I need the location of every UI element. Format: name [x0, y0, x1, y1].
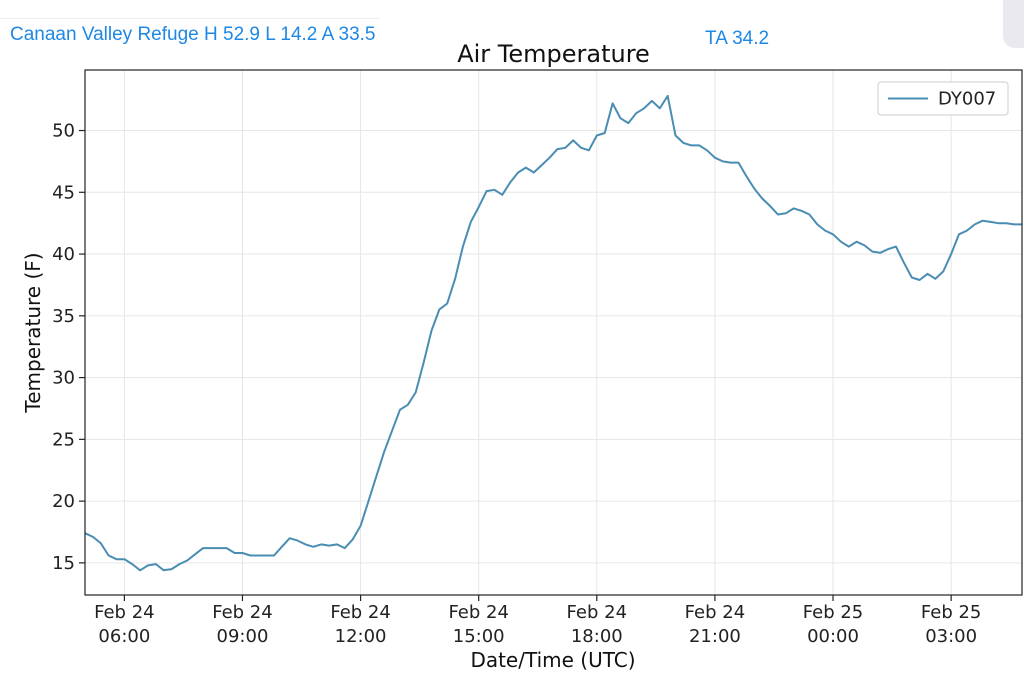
- y-tick-label: 25: [52, 429, 75, 450]
- legend-box: [877, 81, 1009, 116]
- station-summary-link[interactable]: Canaan Valley Refuge H 52.9 L 14.2 A 33.…: [10, 24, 376, 45]
- y-tick-label: 15: [52, 553, 75, 574]
- x-tick-label: Feb 24 18:00: [567, 602, 628, 647]
- x-tick-label: Feb 24 12:00: [330, 602, 391, 647]
- series-line-group: [84, 94, 1022, 572]
- y-tick-label: 20: [52, 491, 75, 512]
- legend-label: DY007: [938, 89, 996, 110]
- y-axis-title: Temperature (F): [21, 252, 45, 413]
- plot-frame: [84, 69, 1023, 596]
- y-tick-label: 45: [52, 182, 75, 203]
- chart-title: Air Temperature: [457, 40, 650, 68]
- ticks: 15 20 25 30 35 40 45 50 Feb 24 06:00 Feb 24 09:00 Fe…: [52, 121, 981, 647]
- series-line-dy007: [84, 94, 1022, 572]
- x-tick-label: Feb 24 09:00: [212, 602, 273, 647]
- corner-tab[interactable]: [1003, 0, 1024, 48]
- y-tick-label: 40: [52, 244, 75, 265]
- y-tick-label: 35: [52, 306, 75, 327]
- legend: DY007: [877, 81, 1009, 116]
- x-tick-label: Feb 24 21:00: [685, 602, 746, 647]
- y-tick-label: 30: [52, 368, 75, 389]
- y-tick-label: 50: [52, 121, 75, 142]
- x-tick-label: Feb 24 15:00: [448, 602, 509, 647]
- top-bar: Canaan Valley Refuge H 52.9 L 14.2 A 33.…: [0, 0, 1024, 60]
- divider: [0, 18, 380, 19]
- ta-value-link[interactable]: TA 34.2: [705, 28, 770, 49]
- x-tick-label: Feb 25 00:00: [803, 602, 864, 647]
- x-axis-title: Date/Time (UTC): [470, 648, 635, 672]
- grid: [85, 70, 1022, 595]
- x-tick-label: Feb 24 06:00: [94, 602, 155, 647]
- x-tick-label: Feb 25 03:00: [921, 602, 982, 647]
